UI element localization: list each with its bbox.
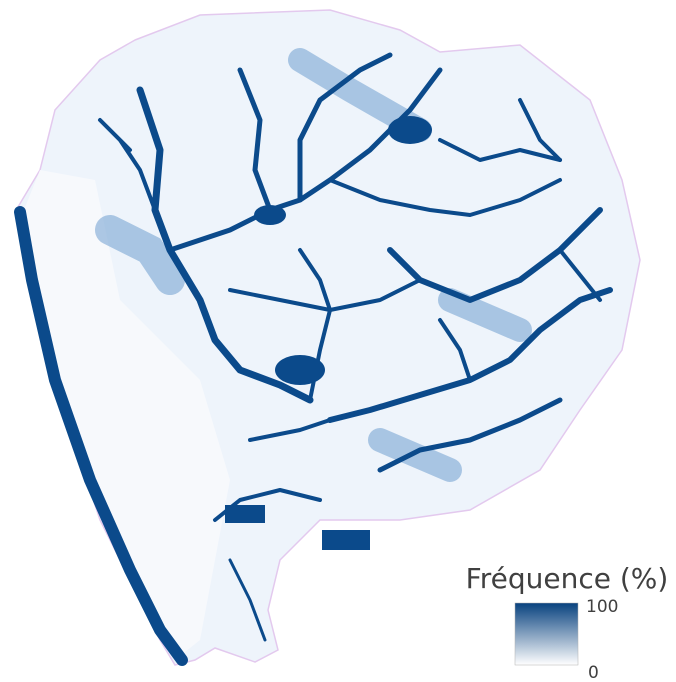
water-body — [254, 205, 286, 225]
legend-min-label: 0 — [588, 663, 599, 682]
map-view: Fréquence (%) 100 0 — [0, 0, 676, 682]
water-body — [322, 530, 370, 550]
legend: Fréquence (%) 100 0 — [466, 562, 669, 682]
water-body — [388, 116, 432, 144]
water-body — [225, 505, 265, 523]
legend-max-label: 100 — [586, 597, 618, 617]
legend-title: Fréquence (%) — [466, 562, 669, 595]
legend-colorbar — [515, 603, 578, 665]
water-body — [275, 355, 325, 385]
